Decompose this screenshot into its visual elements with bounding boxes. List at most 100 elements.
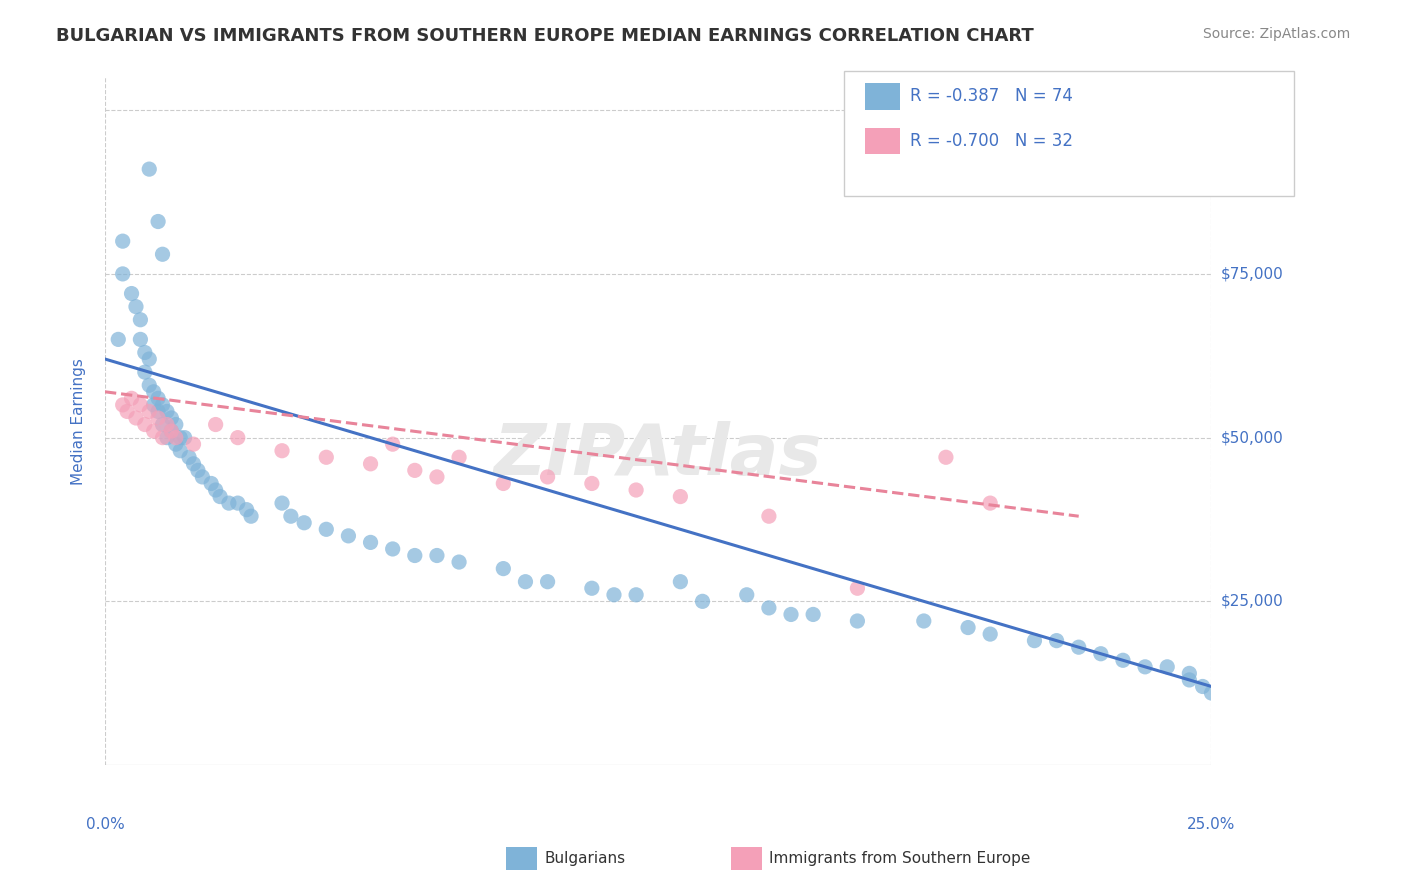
Text: $75,000: $75,000 bbox=[1220, 267, 1284, 281]
Point bbox=[603, 588, 626, 602]
Point bbox=[191, 470, 214, 484]
Point bbox=[129, 312, 152, 326]
Point bbox=[165, 437, 187, 451]
Text: Immigrants from Southern Europe: Immigrants from Southern Europe bbox=[769, 852, 1031, 866]
Point bbox=[240, 509, 263, 524]
Point bbox=[404, 549, 426, 563]
Point bbox=[426, 470, 449, 484]
Point bbox=[935, 450, 957, 465]
Text: R = -0.700   N = 32: R = -0.700 N = 32 bbox=[910, 132, 1073, 150]
Point bbox=[200, 476, 222, 491]
Point bbox=[146, 411, 169, 425]
Point bbox=[846, 614, 869, 628]
Point bbox=[1201, 686, 1223, 700]
Text: R = -0.387   N = 74: R = -0.387 N = 74 bbox=[910, 87, 1073, 105]
Text: $100,000: $100,000 bbox=[1220, 103, 1292, 118]
Point bbox=[218, 496, 240, 510]
Point bbox=[142, 398, 165, 412]
Point bbox=[125, 411, 148, 425]
Point bbox=[979, 627, 1001, 641]
Point bbox=[1133, 660, 1156, 674]
Point bbox=[129, 398, 152, 412]
Point bbox=[138, 378, 160, 392]
Point bbox=[381, 437, 404, 451]
Point bbox=[1045, 633, 1067, 648]
Point bbox=[177, 450, 200, 465]
Point bbox=[337, 529, 360, 543]
Point bbox=[226, 496, 249, 510]
Text: Source: ZipAtlas.com: Source: ZipAtlas.com bbox=[1202, 27, 1350, 41]
Point bbox=[515, 574, 537, 589]
Point bbox=[142, 424, 165, 438]
Point bbox=[134, 345, 156, 359]
Point bbox=[426, 549, 449, 563]
Point bbox=[226, 431, 249, 445]
Point bbox=[204, 417, 226, 432]
Point bbox=[134, 417, 156, 432]
Point bbox=[156, 431, 179, 445]
Text: 0.0%: 0.0% bbox=[86, 817, 124, 832]
Point bbox=[624, 588, 647, 602]
Point bbox=[146, 404, 169, 418]
Point bbox=[146, 214, 169, 228]
Point bbox=[121, 392, 143, 406]
Text: $50,000: $50,000 bbox=[1220, 430, 1284, 445]
Point bbox=[1191, 680, 1213, 694]
Point bbox=[315, 522, 337, 536]
Point bbox=[169, 431, 191, 445]
Point bbox=[160, 411, 183, 425]
Text: $25,000: $25,000 bbox=[1220, 594, 1284, 609]
Point bbox=[692, 594, 714, 608]
Point bbox=[581, 476, 603, 491]
Point bbox=[152, 431, 174, 445]
Point bbox=[165, 431, 187, 445]
Point bbox=[1090, 647, 1112, 661]
Point bbox=[271, 443, 294, 458]
Point bbox=[187, 463, 209, 477]
Point bbox=[165, 417, 187, 432]
Point bbox=[735, 588, 758, 602]
Point bbox=[292, 516, 315, 530]
Point bbox=[209, 490, 232, 504]
Point bbox=[152, 247, 174, 261]
Point bbox=[152, 398, 174, 412]
Point bbox=[669, 490, 692, 504]
Point bbox=[846, 581, 869, 595]
Point bbox=[669, 574, 692, 589]
Point bbox=[111, 398, 134, 412]
Point bbox=[183, 457, 205, 471]
Point bbox=[280, 509, 302, 524]
Point bbox=[183, 437, 205, 451]
Text: 25.0%: 25.0% bbox=[1187, 817, 1236, 832]
Point bbox=[121, 286, 143, 301]
Point bbox=[1156, 660, 1178, 674]
Point bbox=[1024, 633, 1046, 648]
Point bbox=[912, 614, 935, 628]
Point bbox=[801, 607, 824, 622]
Point bbox=[142, 384, 165, 399]
Point bbox=[111, 267, 134, 281]
Point bbox=[169, 443, 191, 458]
Point bbox=[160, 424, 183, 438]
Point bbox=[449, 555, 471, 569]
Text: ZIPAtlas: ZIPAtlas bbox=[494, 421, 823, 490]
Y-axis label: Median Earnings: Median Earnings bbox=[72, 358, 86, 484]
Point bbox=[138, 162, 160, 177]
Point bbox=[125, 300, 148, 314]
Point bbox=[152, 417, 174, 432]
Point bbox=[115, 404, 138, 418]
Point bbox=[492, 561, 515, 575]
Point bbox=[1112, 653, 1135, 667]
Point bbox=[536, 574, 558, 589]
Point bbox=[235, 502, 257, 516]
Point bbox=[271, 496, 294, 510]
Point bbox=[315, 450, 337, 465]
Point bbox=[758, 509, 780, 524]
Point bbox=[107, 332, 129, 346]
Point bbox=[156, 404, 179, 418]
Point bbox=[173, 431, 195, 445]
Point bbox=[1178, 673, 1201, 687]
Point bbox=[449, 450, 471, 465]
Point bbox=[758, 600, 780, 615]
Point bbox=[138, 404, 160, 418]
